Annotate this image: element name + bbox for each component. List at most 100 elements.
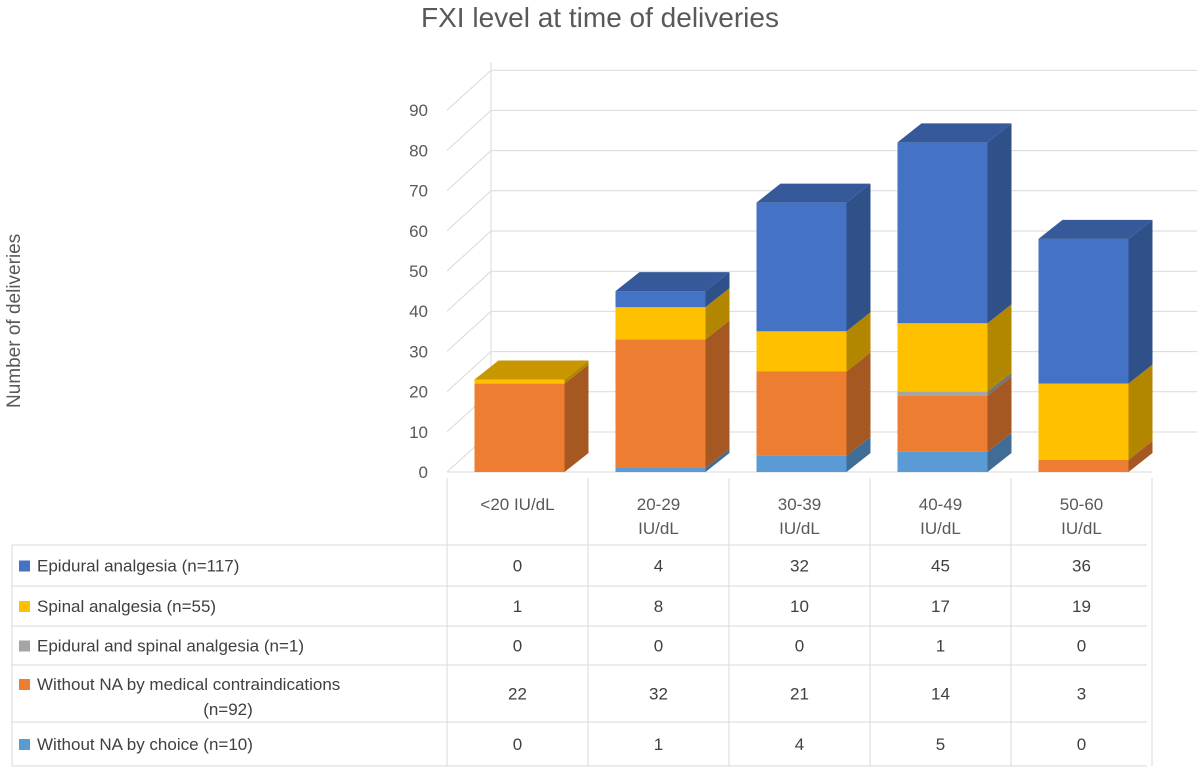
legend-swatch [19, 679, 30, 690]
bar-segment [897, 123, 1012, 324]
table-cell-value: 8 [654, 597, 663, 616]
legend-swatch [19, 601, 30, 612]
gridline-side [446, 270, 492, 312]
table-cell-value: 32 [649, 685, 668, 704]
bar-front [897, 323, 988, 392]
bar-front [756, 371, 847, 456]
table-cell-value: 14 [931, 685, 950, 704]
gridline-side [446, 69, 492, 111]
table-cell-value: 19 [1072, 597, 1091, 616]
bar-side [1128, 440, 1153, 472]
legend-entry: Epidural analgesia (n=117) [37, 557, 239, 576]
bar-front [756, 202, 847, 332]
legend-entry: Without NA by choice (n=10) [37, 735, 253, 754]
bar-top [756, 183, 871, 203]
bar-stack-3 [897, 123, 1012, 472]
bar-front [615, 467, 706, 472]
legend-swatch [19, 739, 30, 750]
bar-side [564, 364, 589, 472]
bar-side [987, 304, 1012, 392]
y-tick-label: 70 [409, 182, 428, 201]
bar-front [897, 391, 988, 396]
bar-side [564, 360, 589, 384]
bar-top [1038, 219, 1153, 239]
x-category-label: 40-49 IU/dL [919, 495, 962, 538]
data-table: <20 IU/dL 20-29 IU/dL 30-39 IU/dL 40-49 IU/dL 5… [11, 478, 1153, 767]
bar-segment [756, 436, 871, 472]
bar-top [897, 123, 1012, 143]
chart-title: FXI level at time of deliveries [421, 2, 779, 33]
y-tick-label: 50 [409, 262, 428, 281]
gridline-side [446, 351, 492, 392]
table-cell-value: 3 [1077, 685, 1086, 704]
bar-front [1038, 238, 1129, 384]
bar-side [705, 320, 730, 468]
bar-front [615, 307, 706, 340]
y-tick-label: 90 [409, 101, 428, 120]
y-tick-label: 30 [409, 342, 428, 361]
table-cell-value: 36 [1072, 557, 1091, 576]
table-row: Epidural and spinal analgesia (n=1) 0 0 0 1 0 [19, 637, 1086, 656]
bar-segment [756, 352, 871, 456]
table-cell-value: 0 [1077, 637, 1086, 656]
bar-front [615, 291, 706, 308]
bar-side [705, 272, 730, 308]
bar-front [474, 383, 565, 472]
bar-side [987, 123, 1012, 324]
bar-segment [615, 448, 730, 472]
table-cell-value: 0 [513, 637, 522, 656]
gridline-side [446, 230, 492, 272]
bar-side [705, 448, 730, 472]
bar-side [705, 288, 730, 340]
gridline-side [446, 311, 492, 352]
bar-segment [474, 360, 589, 384]
bar-side [1128, 364, 1153, 460]
bar-front [1038, 459, 1129, 472]
legend-entry: Without NA by medical contraindications(… [37, 675, 340, 719]
bar-side [987, 432, 1012, 472]
y-tick-label: 80 [409, 141, 428, 160]
x-category-label: 20-29 IU/dL [637, 495, 680, 538]
gridline-side [446, 190, 492, 232]
bar-segment [1038, 440, 1153, 472]
legend-swatch [19, 560, 30, 572]
bar-side [987, 372, 1012, 396]
bar-side [987, 376, 1012, 452]
y-tick-label: 40 [409, 302, 428, 321]
y-tick-label: 60 [409, 222, 428, 241]
bar-segment [615, 272, 730, 308]
bar-front [897, 142, 988, 324]
bar-stack-1 [615, 272, 730, 472]
x-category-label: 30-39 IU/dL [778, 495, 821, 538]
bar-front [1038, 383, 1129, 460]
bar-side [846, 436, 871, 472]
table-cell-value: 0 [513, 735, 522, 754]
bar-top [474, 360, 589, 380]
bar-side [846, 352, 871, 456]
table-row: Epidural analgesia (n=117) 0 4 32 45 36 [19, 557, 1091, 576]
bars-layer [474, 123, 1153, 472]
table-row: Without NA by medical contraindications(… [19, 675, 1086, 719]
bar-segment [1038, 219, 1153, 384]
table-cell-value: 17 [931, 597, 950, 616]
bar-segment [474, 364, 589, 472]
table-cell-value: 1 [936, 637, 945, 656]
bar-front [897, 395, 988, 452]
bar-segment [1038, 364, 1153, 460]
table-cell-value: 0 [795, 637, 804, 656]
bar-front [756, 331, 847, 372]
table-cell-value: 32 [790, 557, 809, 576]
table-cell-value: 0 [654, 637, 663, 656]
table-cell-value: 21 [790, 685, 809, 704]
table-cell-value: 4 [795, 735, 804, 754]
bar-segment [756, 183, 871, 332]
bar-front [474, 379, 565, 384]
bar-front [897, 451, 988, 472]
x-category-label: 50-60 IU/dL [1060, 495, 1103, 538]
table-cell-value: 5 [936, 735, 945, 754]
bar-side [846, 312, 871, 372]
bar-segment [897, 372, 1012, 396]
gridline-side [446, 150, 492, 191]
table-row: Spinal analgesia (n=55) 1 8 10 17 19 [19, 597, 1091, 616]
bar-segment [615, 320, 730, 468]
